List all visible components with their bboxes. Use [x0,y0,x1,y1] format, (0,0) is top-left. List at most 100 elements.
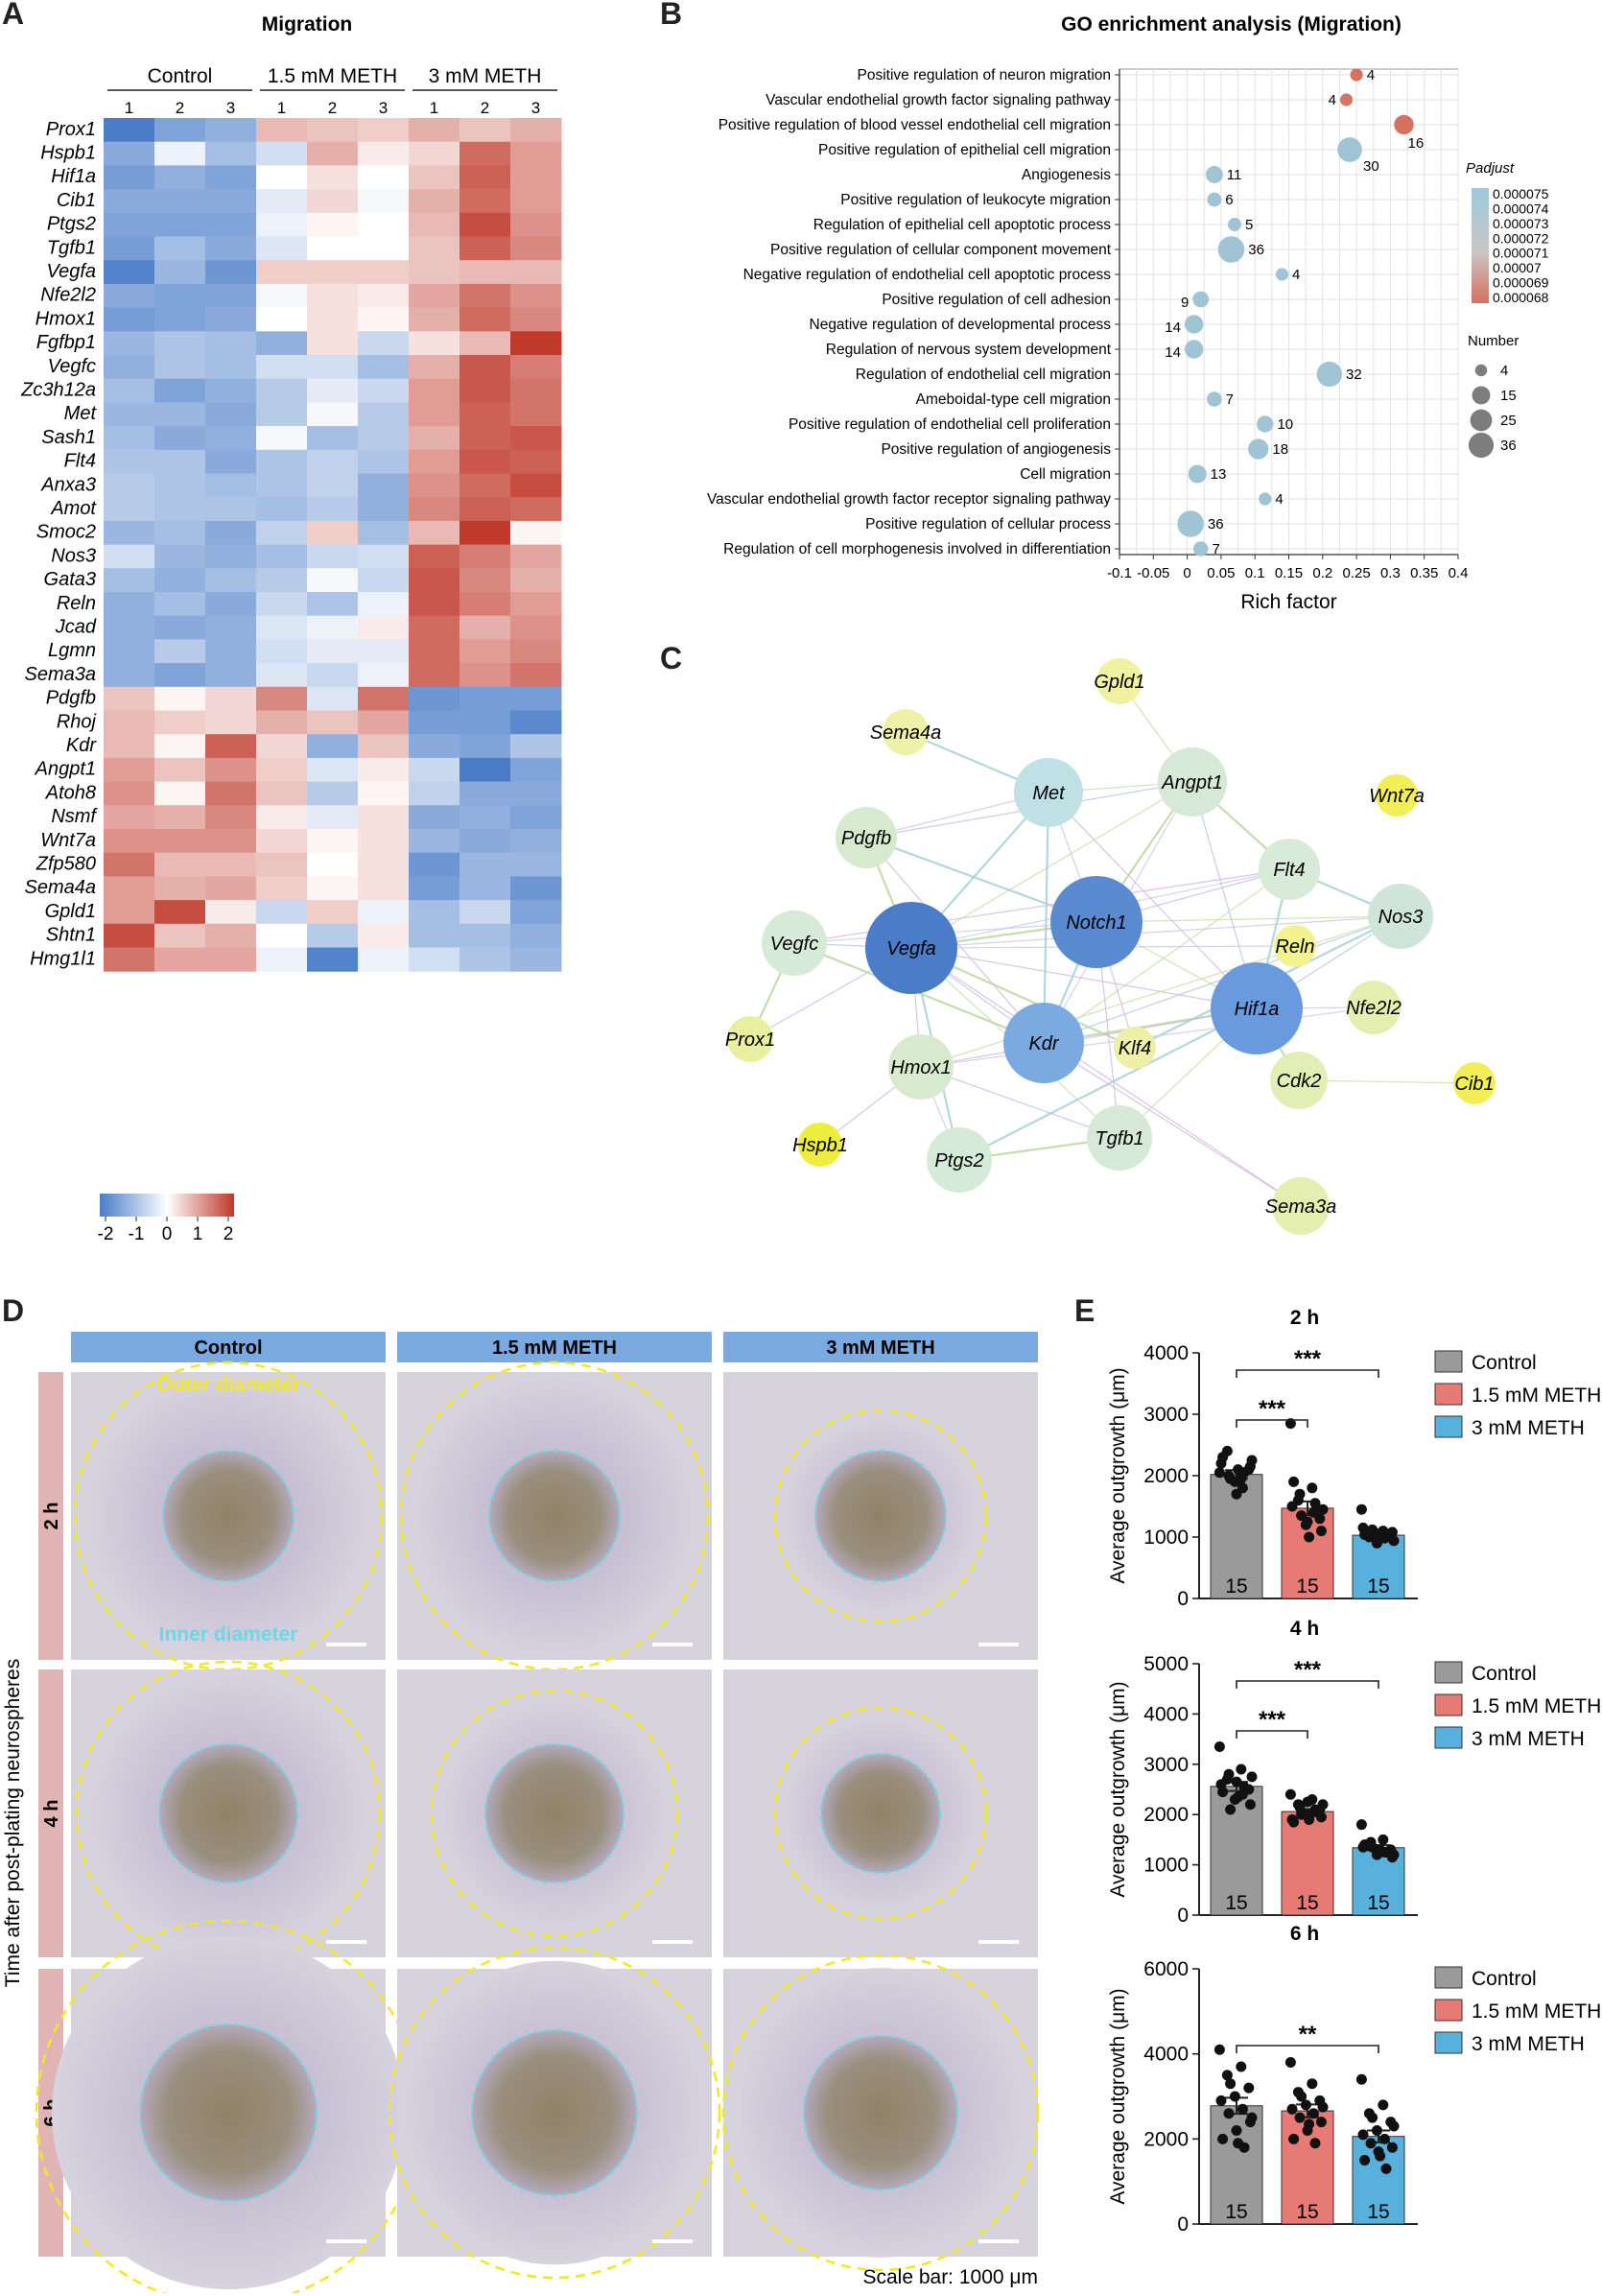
legend-swatch [1434,1383,1463,1406]
group-label: 3 mM METH [429,65,542,87]
gene-label: Zfp580 [35,853,96,874]
heatmap-cell [256,497,308,522]
heatmap-cell [104,947,155,972]
heatmap-cell [205,497,257,522]
heatmap-cell [459,900,511,925]
data-point [1359,1528,1371,1540]
x-tick-label: 0.1 [1245,565,1265,581]
heatmap-cell [307,402,359,427]
network-node-label: Pdgfb [841,828,891,849]
outgrowth-bar-charts: 2 h 0 1000 2000 3000 4000 Average outgrowth (μ… [1107,1307,1601,2236]
heatmap-cell [104,189,155,214]
go-count-label: 9 [1181,295,1189,311]
heatmap-cell [307,923,359,948]
gene-label: Pdgfb [46,688,96,709]
replicate-label: 1 [430,99,438,117]
heatmap-cell [256,355,308,380]
significance-label: *** [1294,1346,1322,1372]
x-tick-label: 0.3 [1380,565,1401,581]
outer-diameter-circle [388,1946,721,2280]
significance-bracket [1236,1369,1379,1378]
go-count-label: 4 [1367,67,1375,83]
network-node [1003,1003,1084,1083]
heatmap-cell [409,592,460,617]
data-point [1315,2117,1327,2128]
heatmap-cell [409,757,460,783]
go-term-label: Positive regulation of blood vessel endo… [719,117,1111,133]
heatmap-cell [154,473,206,498]
heatmap-cell [104,852,155,877]
heatmap-cell [256,947,308,972]
y-tick-label: 5000 [1143,1653,1189,1675]
size-legend-label: 25 [1500,413,1517,429]
go-count-label: 13 [1211,466,1227,483]
network-edge [910,781,1193,949]
y-tick-label: 1000 [1143,1527,1189,1549]
heatmap-cell [409,639,460,664]
heatmap-cell [358,118,410,143]
column-header: 1.5 mM METH [492,1337,617,1359]
heatmap-cell [256,544,308,569]
heatmap-cell [358,473,410,498]
heatmap-cell [307,805,359,830]
heatmap-cell [409,331,460,356]
network-node-label: Nfe2l2 [1346,998,1402,1019]
data-point [1225,1804,1237,1815]
network-edge [1288,867,1402,918]
heatmap-cell [358,331,410,356]
network-edge [1048,792,1258,1009]
inner-diameter-circle [138,2023,318,2203]
heatmap-cell [459,355,511,380]
network-node-label: Reln [1275,936,1314,958]
heatmap-cell [154,497,206,522]
heatmap-cell [154,663,206,688]
legend-swatch [1434,1999,1463,2022]
n-label: 15 [1225,1892,1247,1914]
data-point [1233,2138,1244,2149]
heatmap-cell [154,757,206,783]
legend-swatch [1434,1726,1463,1749]
data-point [1308,2108,1319,2119]
colorbar-tick-label: -2 [98,1224,114,1244]
network-edge [1043,1006,1258,1045]
heatmap-cell [459,236,511,261]
heatmap-cell [256,592,308,617]
inner-diameter-circle [813,1449,948,1583]
y-tick-label: 0 [1177,1588,1189,1610]
gene-label: Met [64,403,98,424]
network-edge [958,1136,1120,1162]
heatmap-cell [205,473,257,498]
network-node [1114,1027,1156,1069]
heatmap-cell [256,402,308,427]
gene-label: Sema3a [25,664,97,685]
heatmap-cell [154,283,206,309]
neurosphere-core [489,1451,620,1581]
size-legend-bubble [1470,409,1493,432]
go-count-label: 4 [1292,267,1300,283]
n-label: 15 [1367,1575,1389,1598]
heatmap-cell [205,189,257,214]
outer-diameter-circle [773,1408,988,1623]
network-node-label: Tgfb1 [1095,1128,1143,1149]
heatmap-cell [307,829,359,854]
heatmap-cell [154,236,206,261]
heatmap-cell [459,331,511,356]
heatmap-cell [459,449,511,474]
heatmap-cell [256,568,308,593]
network-node [1050,876,1143,968]
legend-swatch [1434,1661,1463,1684]
inner-diameter-circle [483,1742,625,1884]
heatmap-cell [409,544,460,569]
heatmap-cell [307,283,359,309]
heatmap-cell [358,568,410,593]
heatmap-cell [104,615,155,640]
gene-label: Flt4 [64,451,96,472]
heatmap-cell [104,307,155,332]
data-point [1238,1781,1250,1792]
network-node-label: Vegfc [770,934,818,955]
heatmap-cell [510,663,562,688]
heatmap-cell [104,686,155,711]
heatmap-cell [510,118,562,143]
heatmap-cell [358,757,410,783]
